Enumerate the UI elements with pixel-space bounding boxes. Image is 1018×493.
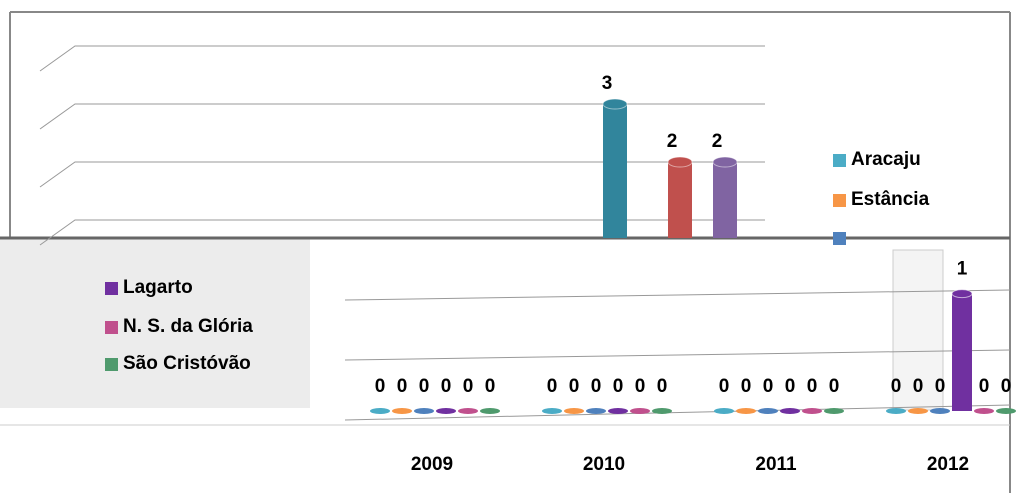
legend-swatch: [105, 358, 118, 371]
data-label: 0: [891, 376, 902, 397]
floor-edge: [344, 404, 1011, 421]
bar: [370, 408, 390, 414]
bar: [603, 104, 627, 238]
data-label: 2: [712, 131, 723, 152]
data-label: 0: [741, 376, 752, 397]
legend-swatch: [833, 232, 846, 245]
back-grid: [344, 289, 1011, 301]
data-label: 0: [463, 376, 474, 397]
legend-panel: [0, 238, 310, 408]
bar: [586, 408, 606, 414]
data-label: 3: [602, 73, 613, 94]
grid-line: [39, 219, 765, 246]
bar: [630, 408, 650, 414]
x-tick-label: 2012: [927, 454, 969, 475]
bar: [736, 408, 756, 414]
bar: [480, 408, 500, 414]
bar: [652, 408, 672, 414]
data-label: 0: [829, 376, 840, 397]
legend-label: São Cristóvão: [123, 353, 251, 374]
data-label: 0: [785, 376, 796, 397]
x-tick-label: 2010: [583, 454, 625, 475]
bar-top: [602, 98, 628, 110]
bar: [952, 293, 972, 411]
legend-swatch: [833, 154, 846, 167]
bar-top: [712, 156, 738, 168]
grid-line: [39, 45, 765, 72]
data-label: 1: [957, 259, 968, 280]
bar: [886, 408, 906, 414]
glitch-panel: [892, 249, 944, 411]
data-label: 0: [635, 376, 646, 397]
data-label: 0: [485, 376, 496, 397]
bar: [908, 408, 928, 414]
data-label: 0: [979, 376, 990, 397]
bar: [542, 408, 562, 414]
bar: [996, 408, 1016, 414]
data-label: 2: [667, 131, 678, 152]
bar-top: [951, 289, 973, 299]
bar: [713, 162, 737, 238]
legend-label: Lagarto: [123, 277, 193, 298]
bar: [824, 408, 844, 414]
bar: [974, 408, 994, 414]
bar: [802, 408, 822, 414]
data-label: 0: [1001, 376, 1012, 397]
data-label: 0: [569, 376, 580, 397]
bar: [714, 408, 734, 414]
bar: [758, 408, 778, 414]
bar: [392, 408, 412, 414]
legend-swatch: [105, 282, 118, 295]
data-label: 0: [441, 376, 452, 397]
legend-label: Estância: [851, 189, 930, 210]
data-label: 0: [591, 376, 602, 397]
data-label: 0: [913, 376, 924, 397]
bar: [780, 408, 800, 414]
data-label: 0: [807, 376, 818, 397]
legend-label: Aracaju: [851, 149, 921, 170]
data-label: 0: [935, 376, 946, 397]
data-label: 0: [375, 376, 386, 397]
bar: [564, 408, 584, 414]
bar: [930, 408, 950, 414]
bar: [458, 408, 478, 414]
bar: [608, 408, 628, 414]
data-label: 0: [763, 376, 774, 397]
legend-swatch: [833, 194, 846, 207]
grid-line: [39, 161, 765, 188]
bar-top: [667, 156, 693, 168]
bar: [668, 162, 692, 238]
x-tick-label: 2011: [755, 454, 797, 475]
data-label: 0: [419, 376, 430, 397]
data-label: 0: [547, 376, 558, 397]
data-label: 0: [613, 376, 624, 397]
bar: [436, 408, 456, 414]
legend-swatch: [105, 321, 118, 334]
data-label: 0: [657, 376, 668, 397]
legend-label: N. S. da Glória: [123, 316, 253, 337]
data-label: 0: [397, 376, 408, 397]
back-grid: [344, 349, 1011, 361]
x-tick-label: 2009: [411, 454, 453, 475]
bar: [414, 408, 434, 414]
grid-line: [39, 103, 765, 130]
data-label: 0: [719, 376, 730, 397]
